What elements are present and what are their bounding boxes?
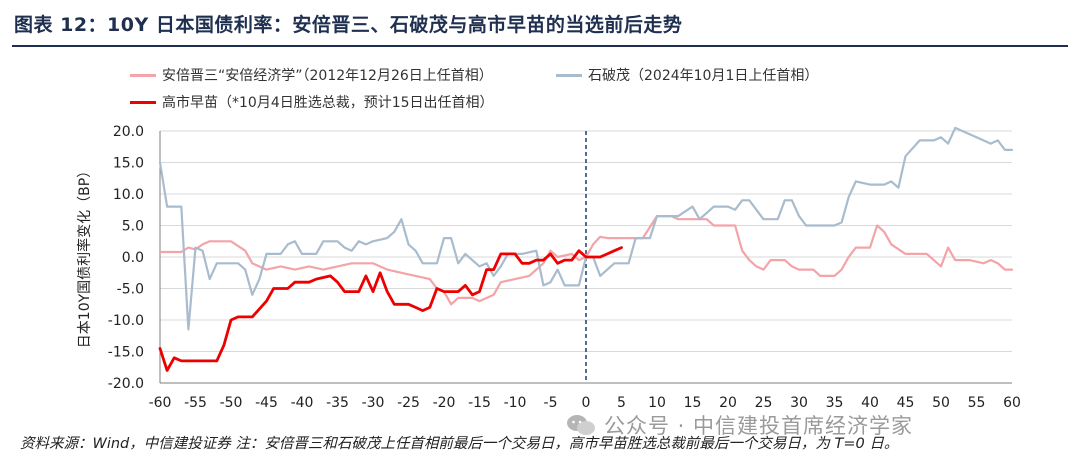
x-tick-label: 5	[617, 395, 626, 411]
legend-swatch-abe	[130, 73, 156, 77]
x-tick-label: -10	[504, 395, 527, 411]
legend-label-ishiba: 石破茂（2024年10月1日上任首相）	[588, 68, 819, 84]
x-tick-label: 35	[826, 395, 844, 411]
source-note: 资料来源：Wind，中信建投证券 注：安倍晋三和石破茂上任首相前最后一个交易日，…	[20, 436, 899, 452]
x-tick-label: 20	[719, 395, 737, 411]
x-tick-label: -55	[184, 395, 207, 411]
x-tick-label: -45	[255, 395, 278, 411]
series-line-abe	[158, 215, 1014, 306]
x-tick-label: -15	[468, 395, 491, 411]
x-tick-label: -5	[544, 395, 558, 411]
x-tick-label: 45	[897, 395, 915, 411]
x-tick-label: -35	[326, 395, 349, 411]
watermark: 公众号 · 中信建投首席经济学家	[566, 410, 913, 440]
x-tick-label: 15	[684, 395, 702, 411]
series-line-ishiba	[158, 126, 1014, 331]
x-tick-label: 10	[648, 395, 666, 411]
x-tick-label: -25	[397, 395, 420, 411]
y-tick-label: 5.0	[122, 219, 144, 235]
x-tick-label: -20	[433, 395, 456, 411]
x-tick-label: 55	[968, 395, 986, 411]
x-tick-label: -40	[291, 395, 314, 411]
x-tick-label: 40	[861, 395, 879, 411]
watermark-text: 公众号 · 中信建投首席经济学家	[604, 414, 914, 438]
series-line-takaichi	[158, 246, 623, 372]
y-tick-label: 0.0	[122, 250, 144, 266]
legend-label-takaichi: 高市早苗（*10月4日胜选总裁，预计15日出任首相）	[162, 95, 494, 111]
y-tick-label: -10.0	[108, 313, 144, 329]
x-tick-label: -60	[149, 395, 172, 411]
figure-title: 图表 12：10Y 日本国债利率：安倍晋三、石破茂与高市早苗的当选前后走势	[14, 14, 683, 36]
x-tick-label: 25	[755, 395, 773, 411]
y-tick-label: -15.0	[108, 345, 144, 361]
legend-swatch-ishiba	[556, 73, 582, 77]
legend-abe: 安倍晋三“安倍经济学”（2012年12月26日上任首相）	[130, 65, 493, 85]
y-tick-label: -5.0	[117, 282, 144, 298]
y-tick-label: 10.0	[113, 187, 144, 203]
x-tick-label: -30	[362, 395, 385, 411]
x-tick-label: 60	[1003, 395, 1021, 411]
legend-label-abe: 安倍晋三“安倍经济学”（2012年12月26日上任首相）	[162, 68, 493, 84]
legend-swatch-takaichi	[130, 100, 156, 104]
x-tick-label: -50	[220, 395, 243, 411]
wechat-icon	[567, 415, 595, 435]
y-axis-label: 日本10Y国债利率变化（BP）	[77, 163, 93, 349]
y-tick-label: -20.0	[108, 376, 144, 392]
title-rule	[12, 45, 1068, 47]
x-tick-label: 30	[790, 395, 808, 411]
legend-takaichi: 高市早苗（*10月4日胜选总裁，预计15日出任首相）	[130, 92, 494, 112]
x-tick-label: 50	[932, 395, 950, 411]
legend-ishiba: 石破茂（2024年10月1日上任首相）	[556, 65, 818, 85]
x-tick-label: 0	[582, 395, 591, 411]
y-tick-label: 20.0	[113, 124, 144, 140]
y-tick-label: 15.0	[113, 156, 144, 172]
